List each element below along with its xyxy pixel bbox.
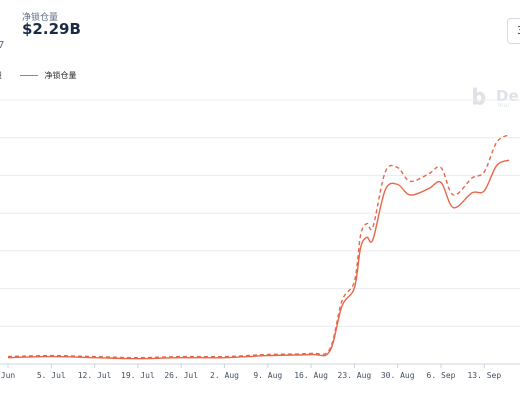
legend-item-a-label: 量	[0, 71, 2, 80]
range-button[interactable]: 3	[507, 18, 520, 44]
x-tick-label: 16. Aug	[294, 371, 328, 380]
legend-item-a[interactable]: 量	[0, 70, 2, 81]
x-tick-label: 30. Aug	[381, 371, 415, 380]
x-tick-label: 23. Aug	[338, 371, 372, 380]
metric-label: 净锁仓量	[22, 13, 59, 23]
x-tick-label: 13. Sep	[467, 371, 501, 380]
x-tick-label: 2. Aug	[210, 371, 239, 380]
legend-item-b-label: 净锁仓量	[44, 71, 77, 80]
legend-line-swatch	[20, 75, 38, 76]
left-tick-label: 7	[0, 40, 5, 51]
x-tick-label: 5. Jul	[37, 371, 66, 380]
legend-item-b[interactable]: 净锁仓量	[20, 70, 77, 81]
x-tick-label: 6. Sep	[427, 371, 456, 380]
x-tick-label: 9. Aug	[253, 371, 282, 380]
watermark-icon: 𝐛	[472, 85, 486, 110]
x-tick-label: 26. Jul	[164, 371, 198, 380]
metric-value: $2.29B	[22, 20, 81, 38]
x-tick-label: Jun	[1, 371, 16, 380]
x-tick-label: 19. Jul	[121, 371, 155, 380]
series-line-solid	[7, 159, 510, 360]
series-line-dashed	[7, 134, 510, 359]
x-tick-label: 12. Jul	[78, 371, 112, 380]
watermark-subtext: Your	[497, 102, 510, 109]
